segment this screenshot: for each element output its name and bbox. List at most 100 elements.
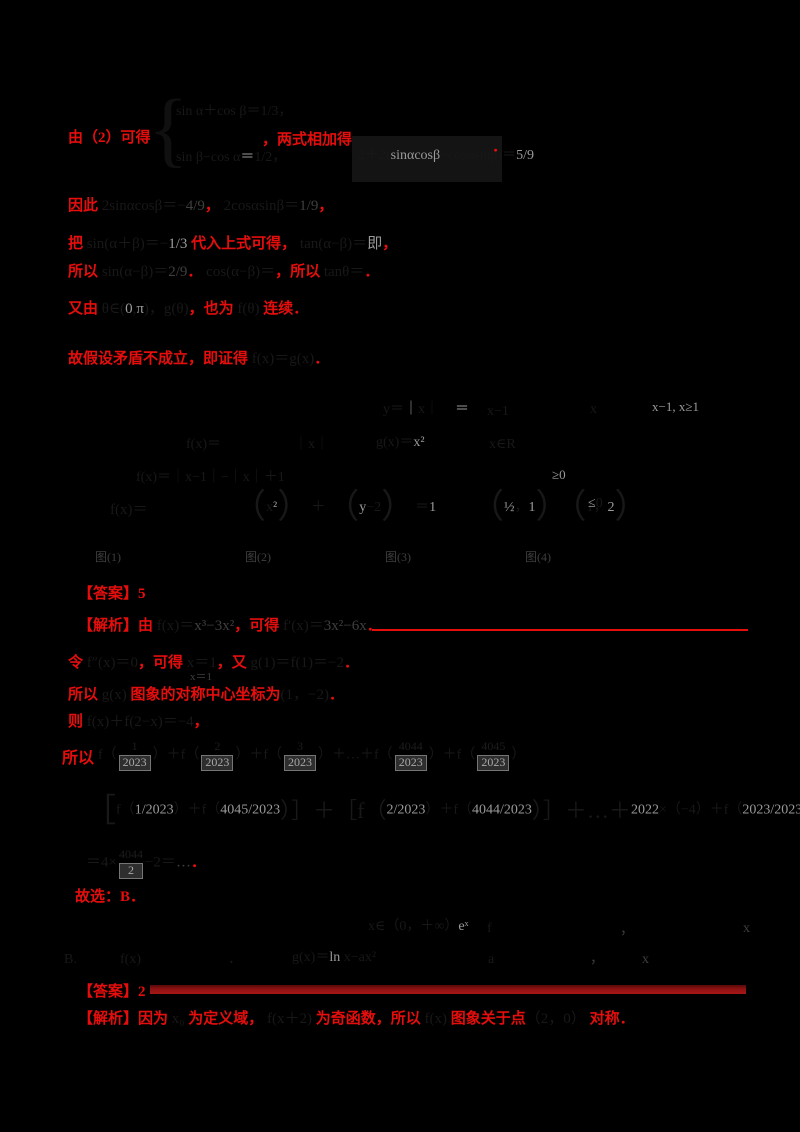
illegible-bracket-sum: ［f（1/2023）＋f（4045/2023）］＋［f（2/2023）＋f（40…	[84, 792, 800, 829]
faint-text-fragment: 1/2023	[134, 802, 174, 818]
faint-text-fragment: f	[487, 921, 492, 936]
red-phrase-add-equations: ，两式相加得	[262, 132, 352, 149]
red-annotation-text: 为定义域，	[184, 1011, 264, 1027]
illegible-math-fragment: g(x)＝x²	[376, 435, 425, 451]
illegible-math-fragment: f(x)＝	[110, 502, 148, 519]
fraction: 4044 2023	[394, 739, 427, 771]
fraction-denominator-box: 2	[118, 862, 143, 879]
illegible-problem-fragment: ，	[620, 923, 634, 939]
analysis-line-3: 所以 g(x) 图象的对称中心坐标为(1，−2)．	[68, 687, 344, 704]
faint-text-fragment: f(x)＋f(2−x)＝−4	[83, 714, 194, 730]
illegible-equation-2: sin β−cos α＝1/2，	[176, 150, 286, 166]
faint-text-fragment: g(x)＝	[292, 950, 330, 965]
fraction-denominator-box: 2023	[284, 754, 317, 771]
red-annotation-text: 因此	[68, 198, 99, 214]
faint-text-fragment: x	[266, 499, 273, 515]
fraction-numerator: 4044	[398, 739, 423, 753]
illegible-math-fragment: x−1	[487, 404, 509, 420]
faint-text-fragment: 2023/2023	[742, 802, 800, 818]
red-annotation-text: ，又	[216, 655, 247, 671]
analysis-line-1: 【解析】由 f(x)＝x³−3x²，可得 f′(x)＝3x²−6x．	[78, 618, 382, 635]
faint-text-fragment: ）	[277, 489, 312, 526]
illegible-math-fragment: ｜x｜	[294, 437, 329, 453]
faint-text-fragment: f(x)	[420, 1011, 448, 1027]
red-annotation-text: 把	[68, 236, 84, 252]
faint-text-fragment: ）＋f（	[235, 747, 283, 763]
red-annotation-text: 连续．	[259, 301, 309, 317]
illegible-math-fragment: y＝｜x｜	[383, 402, 439, 418]
faint-text-fragment: sin(α−β)＝	[98, 264, 169, 280]
red-annotation-text: ，可得	[234, 618, 280, 634]
red-annotation-text: 【答案】2	[78, 984, 146, 1000]
faint-text-fragment: f(θ)	[233, 301, 260, 317]
formula-highlight-block	[352, 136, 502, 182]
faint-text-fragment: tanθ＝	[320, 264, 365, 280]
fraction: 4045 2023	[477, 739, 510, 771]
faint-text-fragment: ）	[511, 747, 526, 763]
red-annotation-text: ．	[314, 351, 330, 367]
faint-text-fragment: ,	[132, 301, 137, 317]
faint-text-fragment: eˣ	[458, 919, 469, 934]
fraction-numerator: 4045	[481, 739, 506, 753]
illegible-bracket-cluster-2: （½，1）（1，2）	[470, 488, 649, 527]
faint-text-fragment: B.	[64, 952, 77, 967]
faint-text-fragment: x−1	[487, 404, 509, 419]
faint-text-fragment: 1/9	[299, 198, 319, 214]
red-annotation-text: 令	[68, 655, 84, 671]
illegible-math-fragment: ≤0	[588, 496, 603, 512]
fraction-numerator: 2	[214, 739, 221, 753]
faint-text-fragment: （	[325, 489, 360, 526]
faint-text-fragment: ）］＋…＋	[531, 797, 631, 823]
faint-text-fragment: ）］＋［f（	[280, 797, 387, 823]
red-annotation-text: 所以	[68, 687, 99, 703]
faint-text-fragment: )，g(θ)	[143, 301, 189, 317]
analysis-line-5: 【解析】因为 x₀ 为定义域， f(x＋2) 为奇函数，所以 f(x) 图象关于…	[78, 1011, 635, 1028]
red-annotation-text: ．	[366, 618, 382, 634]
faint-text-fragment: ）	[614, 489, 649, 526]
red-annotation-text: 故选：B．	[75, 889, 146, 905]
faint-text-fragment: g(x)＝	[376, 435, 414, 450]
faint-text-fragment: 1	[429, 499, 437, 515]
faint-text-fragment: ｜	[404, 402, 418, 417]
faint-text-fragment: ）＋…＋f（	[318, 747, 393, 763]
faint-text-fragment: ＝	[240, 150, 255, 165]
faint-text-fragment: 2	[607, 499, 615, 515]
red-annotation-text: ．	[492, 139, 508, 155]
faint-text-fragment: sinαcosβ	[390, 148, 441, 163]
faint-text-fragment: 1/3	[168, 236, 188, 252]
red-phrase-so: 所以	[62, 750, 94, 768]
red-annotation-text: 【答案】5	[78, 586, 146, 602]
illegible-math-fragment: x	[590, 402, 597, 418]
faint-text-fragment: ln	[329, 950, 341, 965]
faint-text-fragment: ≤	[588, 496, 596, 511]
red-annotation-text: ．	[190, 854, 206, 871]
faint-text-fragment: ）＋f（	[425, 802, 473, 818]
red-annotation-text: ．	[364, 264, 380, 280]
faint-text-fragment: x²	[413, 435, 425, 450]
faint-text-fragment: ．	[228, 952, 242, 967]
fraction-denominator-box: 2023	[477, 754, 510, 771]
faint-text-fragment: 1，	[586, 499, 608, 515]
faint-text-fragment: ×（−4）＋f（	[658, 802, 743, 818]
faint-text-fragment: 2022	[630, 802, 659, 818]
faint-text-fragment: g(1)＝f(1)＝−2	[246, 655, 344, 671]
illegible-sub-fragment: x＝1	[190, 671, 212, 684]
faint-text-fragment: ²	[273, 499, 278, 515]
faint-text-fragment: ＝	[455, 402, 469, 417]
faint-text-fragment: −2	[366, 499, 382, 515]
red-annotation-text: 由（2）可得	[68, 130, 151, 146]
faint-text-fragment: y＝	[383, 402, 404, 417]
faint-text-fragment: x³−3x²	[194, 618, 235, 634]
red-annotation-text: ，可得	[138, 655, 184, 671]
fraction: 2 2023	[201, 739, 234, 771]
analysis-line-2: 令 f″(x)＝0，可得 x＝1，又 g(1)＝f(1)＝−2．	[68, 655, 359, 672]
faint-text-fragment: −2＝	[144, 854, 176, 871]
fraction: 3 2023	[284, 739, 317, 771]
choose-answer-line: 故选：B．	[75, 889, 145, 906]
faint-text-fragment: 2sinαcosβ＝−	[98, 198, 186, 214]
faint-text-fragment: 0	[125, 301, 133, 317]
red-annotation-text: ，	[204, 198, 220, 214]
faint-text-fragment: ＝4×	[86, 854, 117, 871]
faint-text-fragment: ＋	[311, 499, 326, 515]
